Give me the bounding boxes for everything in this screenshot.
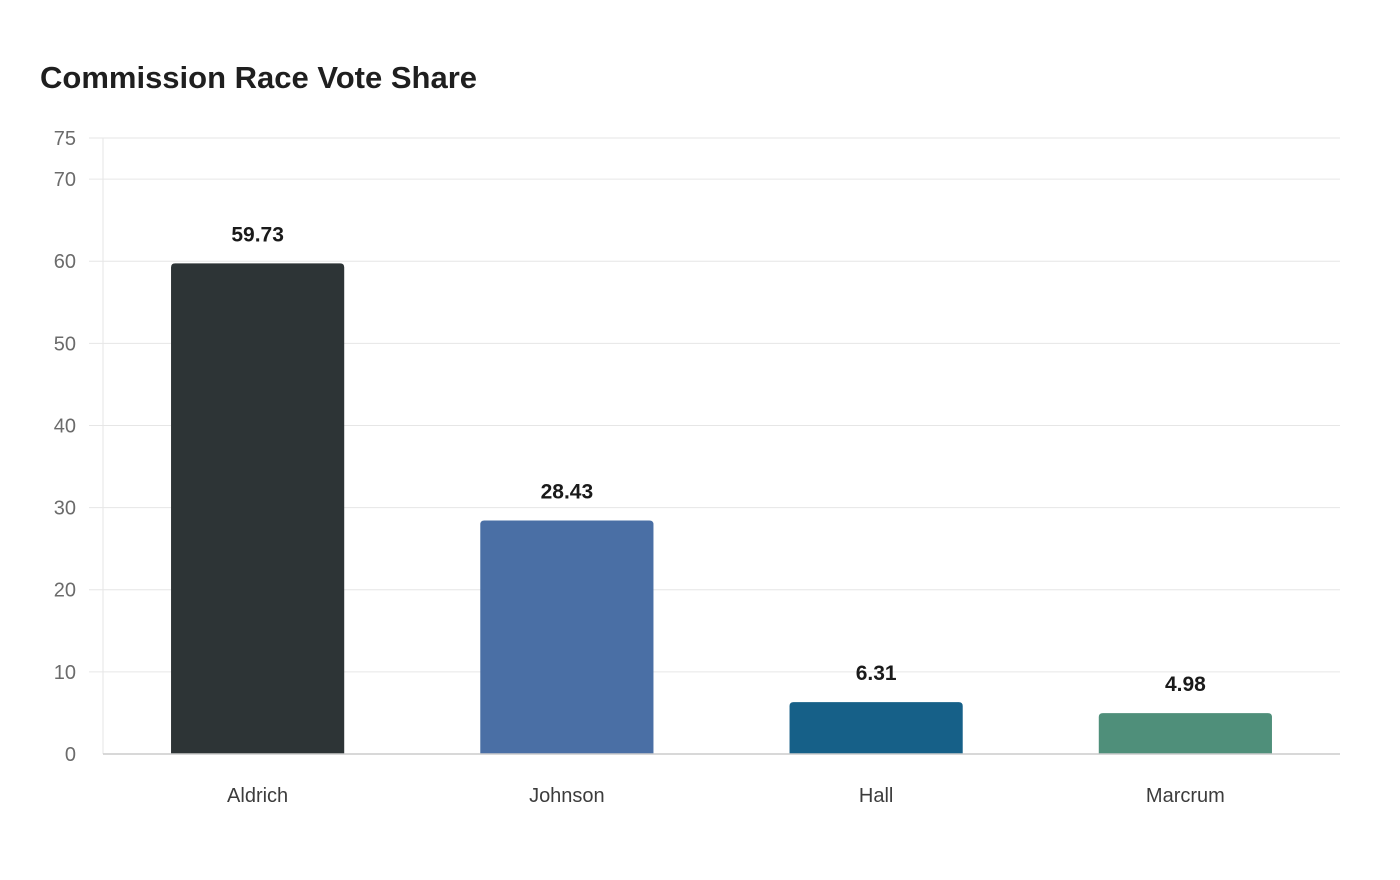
data-label-hall: 6.31 [856, 662, 897, 685]
bar-hall [789, 702, 963, 754]
y-tick-label: 30 [54, 498, 76, 520]
y-tick-label: 50 [54, 333, 76, 355]
data-label-aldrich: 59.73 [231, 223, 284, 246]
y-tick-label: 60 [54, 251, 76, 273]
x-tick-label-hall: Hall [859, 785, 893, 807]
data-label-johnson: 28.43 [541, 480, 594, 503]
x-tick-label-johnson: Johnson [529, 785, 605, 807]
labels: 0 10 20 30 40 50 60 70 75 59.73 Aldrich 28.43 Johnso… [54, 128, 1225, 807]
y-tick-label: 70 [54, 169, 76, 191]
bar-johnson [480, 520, 654, 754]
x-tick-label-marcrum: Marcrum [1146, 785, 1225, 807]
y-tick-label: 10 [54, 662, 76, 684]
bar-aldrich [171, 263, 345, 754]
chart-title: Commission Race Vote Share [40, 60, 478, 95]
bar-marcrum [1098, 713, 1272, 754]
y-tick-label: 20 [54, 580, 76, 602]
data-label-marcrum: 4.98 [1165, 673, 1206, 696]
axes [102, 138, 1340, 755]
x-tick-label-aldrich: Aldrich [227, 785, 288, 807]
y-tick-label: 0 [65, 744, 76, 766]
y-tick-label: 40 [54, 415, 76, 437]
bars [171, 263, 1272, 754]
y-tick-label: 75 [54, 128, 76, 150]
